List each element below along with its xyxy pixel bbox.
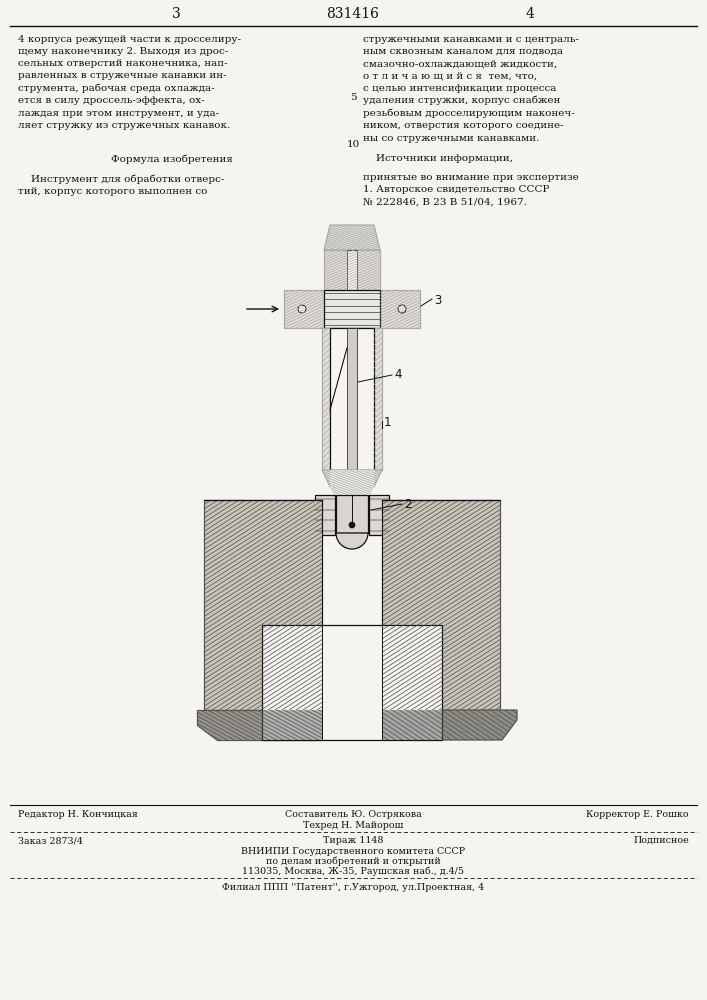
- Text: Подписное: Подписное: [633, 836, 689, 845]
- Polygon shape: [204, 500, 322, 710]
- Text: 4: 4: [394, 368, 402, 381]
- Text: Формула изобретения: Формула изобретения: [111, 154, 233, 163]
- Text: Тираж 1148: Тираж 1148: [323, 836, 383, 845]
- Text: Составитель Ю. Острякова: Составитель Ю. Острякова: [285, 810, 421, 819]
- Text: Филиал ППП ''Патент'', г.Ужгород, ул.Проектная, 4: Филиал ППП ''Патент'', г.Ужгород, ул.Про…: [222, 883, 484, 892]
- Polygon shape: [322, 328, 330, 470]
- Text: 831416: 831416: [327, 7, 380, 21]
- Text: 1: 1: [384, 416, 392, 428]
- Text: Техред Н. Майорош: Техред Н. Майорош: [303, 821, 403, 830]
- Circle shape: [349, 522, 355, 528]
- Text: Корректор Е. Рошко: Корректор Е. Рошко: [586, 810, 689, 819]
- Text: 3: 3: [172, 7, 180, 21]
- Bar: [369, 495, 389, 535]
- Text: 3: 3: [434, 294, 441, 306]
- Bar: [315, 495, 335, 535]
- Polygon shape: [382, 500, 500, 710]
- Bar: [347, 328, 357, 470]
- Text: Источники информации,: Источники информации,: [363, 154, 513, 163]
- Text: по делам изобретений и открытий: по делам изобретений и открытий: [266, 857, 440, 866]
- Polygon shape: [322, 470, 382, 495]
- Text: 4: 4: [525, 7, 534, 21]
- Bar: [330, 328, 374, 470]
- Text: Инструмент для обработки отверс-
тий, корпус которого выполнен со: Инструмент для обработки отверс- тий, ко…: [18, 174, 224, 196]
- Text: ВНИИПИ Государственного комитета СССР: ВНИИПИ Государственного комитета СССР: [241, 847, 465, 856]
- Text: 4 корпуса режущей части к дросселиру-
щему наконечнику 2. Выходя из дрос-
сельны: 4 корпуса режущей части к дросселиру- ще…: [18, 35, 241, 130]
- Polygon shape: [197, 710, 322, 740]
- Text: принятые во внимание при экспертизе
1. Авторское свидетельство СССР
№ 222846, В : принятые во внимание при экспертизе 1. А…: [363, 173, 579, 206]
- Text: стружечными канавками и с централь-
ным сквозным каналом для подвода
смазочно-ох: стружечными канавками и с централь- ным …: [363, 35, 579, 143]
- Polygon shape: [380, 290, 420, 328]
- Circle shape: [298, 305, 306, 313]
- Bar: [330, 470, 374, 495]
- Text: 113035, Москва, Ж-35, Раушская наб., д.4/5: 113035, Москва, Ж-35, Раушская наб., д.4…: [242, 867, 464, 876]
- Text: Заказ 2873/4: Заказ 2873/4: [18, 836, 83, 845]
- Polygon shape: [374, 328, 382, 470]
- Text: Редактор Н. Кончицкая: Редактор Н. Кончицкая: [18, 810, 138, 819]
- Bar: [336, 495, 368, 533]
- Polygon shape: [324, 250, 380, 290]
- Bar: [262, 625, 442, 740]
- Text: 10: 10: [346, 140, 360, 149]
- Bar: [324, 290, 380, 328]
- Circle shape: [398, 305, 406, 313]
- Polygon shape: [324, 225, 380, 250]
- Text: 5: 5: [350, 93, 356, 102]
- Polygon shape: [382, 710, 517, 740]
- Wedge shape: [336, 533, 368, 549]
- Bar: [347, 250, 357, 290]
- Polygon shape: [284, 290, 324, 328]
- Text: 2: 2: [404, 498, 411, 512]
